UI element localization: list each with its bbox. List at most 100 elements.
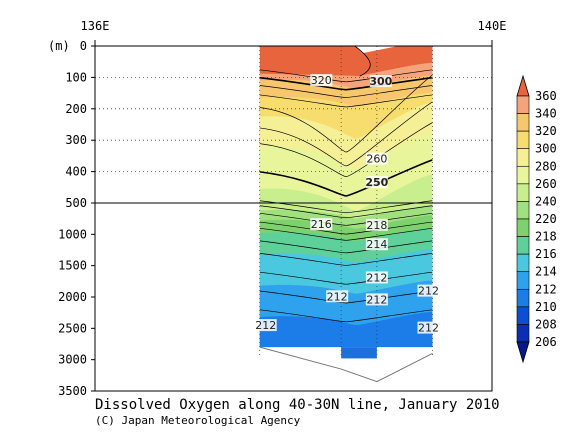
contour-labels: 320 300 260 250 216 218 214 212 212 212 212 212 212	[254, 74, 440, 335]
contour-line	[259, 74, 433, 153]
colorbar-swatch	[516, 130, 530, 150]
contour-label: 214	[366, 238, 387, 251]
deep-cell	[341, 347, 377, 359]
contour-line	[259, 290, 433, 304]
y-tick-label: 200	[65, 102, 87, 116]
contour-label: 212	[327, 290, 348, 303]
colorbar-swatch	[516, 218, 530, 237]
contour-line	[259, 94, 433, 108]
contour-label-bg	[326, 290, 349, 303]
y-tick-label: 3500	[58, 384, 87, 398]
colorbar-swatch	[516, 201, 530, 220]
contour-line	[259, 76, 433, 91]
y-axis-unit: (m)	[48, 39, 70, 53]
contour-label: 212	[366, 293, 387, 306]
contour-line	[259, 309, 433, 323]
colorbar-tick-label: 206	[535, 335, 557, 349]
contour-label-bg	[369, 75, 392, 88]
contour-lines	[259, 46, 433, 323]
contour-label-bg	[365, 152, 388, 165]
colorbar-swatch	[516, 253, 530, 273]
chart-credit: (C) Japan Meteorological Agency	[95, 414, 301, 427]
contour-label-bg	[417, 321, 440, 334]
colorbar-swatch	[516, 236, 530, 255]
colorbar-extend-top	[516, 74, 530, 97]
y-tick-label: 2000	[58, 290, 87, 304]
color-band	[259, 311, 433, 348]
contour-label-bg	[365, 293, 388, 306]
y-tick-label: 500	[65, 196, 87, 210]
y-tick-label: 100	[65, 70, 87, 84]
colorbar-tick-label: 218	[535, 230, 557, 244]
contour-line	[259, 227, 433, 241]
contour-line	[259, 212, 433, 226]
colorbar-tick-label: 240	[535, 194, 557, 208]
y-tick-label: 0	[80, 39, 87, 53]
contour-label: 216	[311, 218, 332, 231]
colorbar-tick-label: 360	[535, 89, 557, 103]
x-axis-ticks: 136E 140E	[81, 19, 507, 46]
colorbar-extend-bottom	[516, 341, 530, 364]
contour-label-bg	[365, 176, 388, 189]
contour-line	[259, 221, 433, 235]
colorbar-swatch	[516, 288, 530, 308]
chart-title: Dissolved Oxygen along 40-30N line, Janu…	[95, 397, 500, 413]
x-tick-label: 140E	[478, 19, 507, 33]
colorbar-swatch	[516, 306, 530, 325]
contour-label-bg	[365, 218, 388, 231]
colorbar-swatch	[516, 324, 530, 343]
contour-label-bg	[417, 284, 440, 297]
y-tick-label: 2500	[58, 321, 87, 335]
contour-line	[259, 69, 433, 83]
colorbar-tick-label: 208	[535, 317, 557, 331]
contour-label: 212	[255, 319, 276, 332]
colorbar-tick-label: 260	[535, 177, 557, 191]
contour-label-bg	[365, 238, 388, 251]
bottom-line	[259, 346, 433, 383]
contour-line	[354, 46, 371, 77]
colorbar-tick-label: 340	[535, 107, 557, 121]
contour-label: 212	[418, 322, 439, 335]
colorbar-tick-label: 210	[535, 300, 557, 314]
contour-line	[259, 101, 433, 167]
y-tick-label: 300	[65, 133, 87, 147]
colorbar-tick-label: 220	[535, 212, 557, 226]
contour-line	[259, 240, 433, 254]
bottom-topography	[259, 346, 433, 383]
colorbar-tick-label: 300	[535, 142, 557, 156]
color-band	[259, 46, 369, 76]
colorbar-tick-label: 212	[535, 282, 557, 296]
contour-label-bg	[254, 319, 277, 332]
contour-line	[259, 85, 433, 98]
y-tick-label: 400	[65, 165, 87, 179]
colorbar-tick-label: 214	[535, 265, 557, 279]
colorbar-swatch	[516, 113, 530, 132]
contour-line	[259, 271, 433, 285]
colorbar-swatch	[516, 271, 530, 290]
contour-label: 212	[418, 285, 439, 298]
contour-label-bg	[365, 271, 388, 284]
colorbar-swatch	[516, 183, 530, 202]
contour-line	[259, 200, 433, 214]
contour-label: 250	[365, 176, 388, 189]
colorbar: 360 340 320 300 280 260 240 220 218 216 214 212 210 2…	[516, 74, 557, 364]
y-tick-label: 1000	[58, 227, 87, 241]
contour-line	[259, 122, 433, 177]
contour-label-bg	[310, 74, 333, 87]
y-axis-ticks: 0 100 200 300 400 500 1000 1500 2000 2500 3000 3500	[58, 39, 95, 398]
colorbar-swatch	[516, 95, 530, 114]
contour-line	[259, 253, 433, 266]
colorbar-swatch	[516, 165, 530, 185]
colorbar-tick-label: 216	[535, 247, 557, 261]
y-tick-label: 1500	[58, 259, 87, 273]
colorbar-swatch	[516, 148, 530, 167]
plot-frame	[94, 45, 493, 392]
contour-label: 300	[369, 75, 392, 88]
contour-label: 212	[366, 271, 387, 284]
contour-label: 260	[366, 153, 387, 166]
colorbar-tick-label: 320	[535, 124, 557, 138]
oxygen-color-field	[259, 46, 433, 348]
colorbar-tick-label: 280	[535, 159, 557, 173]
contour-label: 320	[311, 74, 332, 87]
